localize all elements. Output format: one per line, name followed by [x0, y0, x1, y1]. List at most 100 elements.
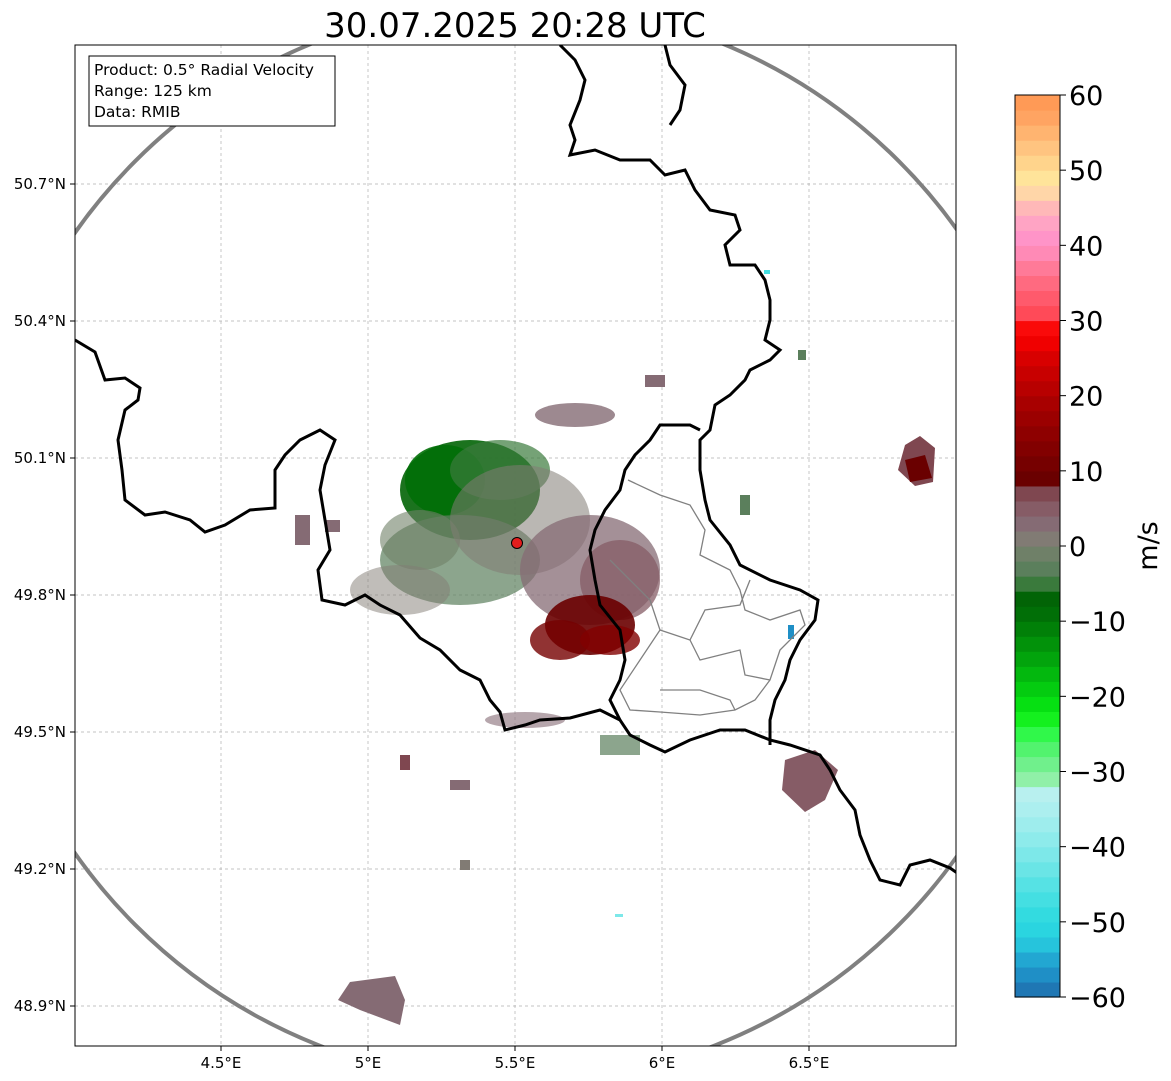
colorbar-band: [1015, 711, 1060, 727]
admin-border: [659, 629, 771, 681]
colorbar-band: [1015, 185, 1060, 201]
country-border: [558, 45, 820, 745]
colorbar-band: [1015, 921, 1060, 938]
colorbar-band: [1015, 786, 1060, 803]
lat-tick-label: 49.8°N: [14, 586, 66, 604]
colorbar-band: [1015, 681, 1060, 697]
colorbar-band: [1015, 546, 1060, 562]
colorbar-band: [1015, 290, 1060, 307]
colorbar-band: [1015, 245, 1060, 261]
country-border: [663, 45, 687, 126]
lon-tick-label: 6.5°E: [789, 1054, 830, 1072]
colorbar-band: [1015, 530, 1060, 547]
colorbar-band: [1015, 170, 1060, 186]
colorbar-band: [1015, 906, 1060, 923]
lat-tick-label: 50.4°N: [14, 312, 66, 330]
lon-axis-ticks: 4.5°E 5°E 5.5°E 6°E 6.5°E: [201, 1046, 830, 1072]
lat-tick-label: 49.2°N: [14, 860, 66, 878]
colorbar-band: [1015, 305, 1060, 322]
country-border: [75, 338, 956, 887]
colorbar-band: [1015, 861, 1060, 878]
colorbar-band: [1015, 696, 1060, 712]
admin-border: [609, 479, 806, 716]
colorbar-tick-label: 10: [1069, 457, 1103, 488]
colorbar-band: [1015, 591, 1060, 607]
colorbar-band: [1015, 395, 1060, 412]
colorbar-band: [1015, 215, 1060, 231]
info-box: Product: 0.5° Radial Velocity Range: 125…: [88, 55, 336, 127]
colorbar-ticks: 60 50 40 30 20 10 0 −10 −20 −30 −40 −50 −60: [1060, 81, 1126, 1014]
colorbar-tick-label: 40: [1069, 231, 1103, 262]
colorbar-band: [1015, 576, 1060, 592]
colorbar-tick-label: −50: [1069, 908, 1126, 939]
colorbar-band: [1015, 816, 1060, 833]
lat-tick-label: 50.7°N: [14, 175, 66, 193]
colorbar-band: [1015, 801, 1060, 818]
colorbar-band: [1015, 110, 1060, 126]
colorbar-band: [1015, 741, 1060, 758]
colorbar-band: [1015, 365, 1060, 382]
colorbar-band: [1015, 891, 1060, 908]
colorbar-tick-label: 30: [1069, 307, 1103, 338]
info-data-source: Data: RMIB: [94, 103, 181, 121]
lat-axis-ticks: 50.7°N 50.4°N 50.1°N 49.8°N 49.5°N 49.2°N 48.9…: [14, 175, 75, 1015]
colorbar-band: [1015, 726, 1060, 743]
colorbar-tick-label: 50: [1069, 156, 1103, 187]
radar-site-marker: [511, 537, 523, 549]
colorbar-band: [1015, 440, 1060, 457]
figure-title: 30.07.2025 20:28 UTC: [324, 6, 706, 46]
colorbar-tick-label: 60: [1069, 81, 1103, 112]
colorbar-band: [1015, 951, 1060, 968]
colorbar-band: [1015, 260, 1060, 276]
colorbar-tick-label: −30: [1069, 758, 1126, 789]
colorbar-unit-label: m/s: [1133, 521, 1164, 570]
colorbar-band: [1015, 230, 1060, 246]
colorbar-band: [1015, 380, 1060, 397]
colorbar-band: [1015, 200, 1060, 216]
colorbar-band: [1015, 155, 1060, 171]
lon-tick-label: 5.5°E: [495, 1054, 536, 1072]
colorbar-band: [1015, 485, 1060, 502]
lat-tick-label: 48.9°N: [14, 997, 66, 1015]
colorbar-band: [1015, 335, 1060, 352]
colorbar-band: [1015, 621, 1060, 637]
colorbar-tick-label: −10: [1069, 607, 1126, 638]
lon-tick-label: 5°E: [355, 1054, 382, 1072]
borders: [75, 45, 956, 887]
colorbar: 60 50 40 30 20 10 0 −10 −20 −30 −40 −50 −60 m/s: [1014, 81, 1164, 1014]
colorbar-band: [1015, 771, 1060, 788]
colorbar-tick-label: −40: [1069, 833, 1126, 864]
colorbar-band: [1015, 320, 1060, 337]
admin-border: [660, 689, 736, 711]
lon-tick-label: 6°E: [649, 1054, 676, 1072]
radar-echoes: [295, 270, 935, 1025]
echo-cells-isolated: [295, 270, 935, 1025]
colorbar-band: [1015, 666, 1060, 682]
colorbar-band: [1015, 455, 1060, 472]
colorbar-band: [1015, 606, 1060, 622]
colorbar-band: [1015, 500, 1060, 517]
colorbar-band: [1015, 846, 1060, 863]
colorbar-band: [1015, 425, 1060, 442]
colorbar-band: [1015, 561, 1060, 577]
colorbar-band: [1015, 981, 1060, 998]
admin-border: [689, 579, 751, 641]
colorbar-tick-label: −20: [1069, 682, 1126, 713]
colorbar-tick-label: 0: [1069, 532, 1086, 563]
colorbar-tick-label: −60: [1069, 983, 1126, 1014]
colorbar-band: [1015, 275, 1060, 292]
colorbar-bands: [1015, 95, 1060, 998]
lon-tick-label: 4.5°E: [201, 1054, 242, 1072]
lat-tick-label: 49.5°N: [14, 723, 66, 741]
colorbar-tick-label: 20: [1069, 382, 1103, 413]
country-border: [588, 423, 701, 721]
colorbar-band: [1015, 470, 1060, 487]
map-area: 4.5°E 5°E 5.5°E 6°E 6.5°E 50.7°N 50.4°N 50.1°N…: [14, 44, 957, 1072]
colorbar-band: [1015, 140, 1060, 156]
colorbar-band: [1015, 515, 1060, 532]
colorbar-band: [1015, 756, 1060, 773]
colorbar-band: [1015, 125, 1060, 141]
info-range: Range: 125 km: [94, 82, 212, 100]
colorbar-band: [1015, 876, 1060, 893]
